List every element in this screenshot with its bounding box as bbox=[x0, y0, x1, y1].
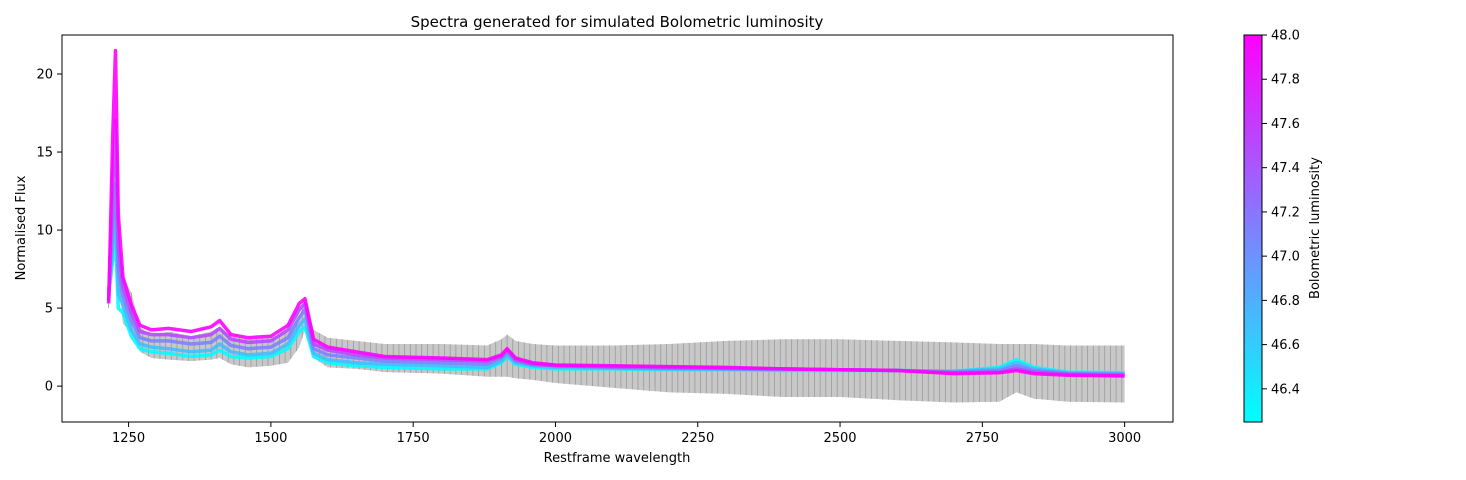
colorbar-tick-label: 47.2 bbox=[1271, 205, 1300, 220]
error-band bbox=[108, 152, 1125, 403]
colorbar-label: Bolometric luminosity bbox=[1308, 157, 1323, 299]
colorbar-ticks: 46.4 46.6 46.8 47.0 47.2 47.4 47.6 47.8 48.0 bbox=[1262, 29, 1300, 397]
x-tick-label: 1500 bbox=[254, 431, 287, 446]
colorbar-tick-label: 46.8 bbox=[1271, 294, 1300, 309]
y-tick-label: 20 bbox=[36, 68, 53, 83]
x-tick-label: 2000 bbox=[539, 431, 572, 446]
y-tick-label: 10 bbox=[36, 224, 53, 239]
colorbar-tick-label: 47.8 bbox=[1271, 73, 1300, 88]
chart-title: Spectra generated for simulated Bolometr… bbox=[411, 13, 824, 31]
x-tick-label: 3000 bbox=[1108, 431, 1141, 446]
colorbar-tick-label: 46.4 bbox=[1271, 382, 1300, 397]
colorbar bbox=[1243, 34, 1263, 423]
y-tick-label: 5 bbox=[45, 302, 53, 317]
x-axis-label: Restframe wavelength bbox=[544, 451, 691, 466]
y-tick-label: 15 bbox=[36, 146, 53, 161]
plot-layer bbox=[106, 48, 1125, 403]
x-tick-label: 1250 bbox=[112, 431, 145, 446]
colorbar-tick-label: 46.6 bbox=[1271, 338, 1300, 353]
series-line bbox=[106, 48, 1125, 378]
colorbar-tick-label: 47.4 bbox=[1271, 161, 1300, 176]
x-axis: 1250 1500 1750 2000 2250 2500 2750 3000 bbox=[112, 422, 1141, 446]
x-tick-label: 1750 bbox=[397, 431, 430, 446]
x-tick-label: 2500 bbox=[823, 431, 856, 446]
colorbar-tick-label: 47.6 bbox=[1271, 117, 1300, 132]
plot-frame bbox=[61, 34, 1174, 423]
colorbar-tick-label: 48.0 bbox=[1271, 29, 1300, 44]
y-tick-label: 0 bbox=[45, 380, 53, 395]
x-tick-label: 2750 bbox=[966, 431, 999, 446]
colorbar-tick-label: 47.0 bbox=[1271, 250, 1300, 265]
y-axis: 0 5 10 15 20 bbox=[36, 68, 62, 395]
x-tick-label: 2250 bbox=[681, 431, 714, 446]
y-axis-label: Normalised Flux bbox=[14, 175, 29, 280]
